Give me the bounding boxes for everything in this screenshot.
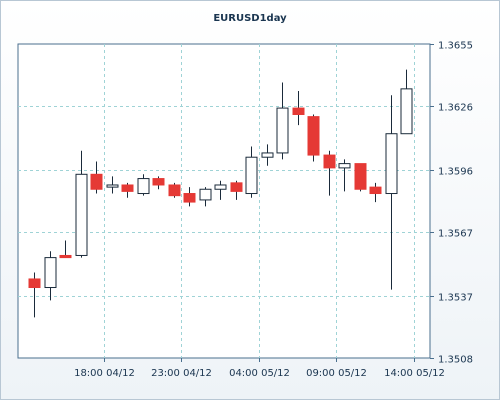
candle-body-up [261, 152, 274, 158]
y-tick-label: 1.3537 [438, 293, 473, 304]
y-tick-label: 1.3655 [438, 41, 473, 52]
x-tick-label: 14:00 05/12 [384, 368, 445, 379]
x-tick-label: 04:00 05/12 [229, 368, 290, 379]
candle-body-up [245, 156, 258, 195]
x-tick-label: 18:00 04/12 [74, 368, 135, 379]
candle-body-up [199, 188, 212, 201]
candle-body-down [230, 182, 243, 192]
candle-body-up [106, 184, 119, 188]
candle-body-down [152, 178, 165, 186]
x-tick-label: 23:00 04/12 [151, 368, 212, 379]
candle-body-up [338, 163, 351, 169]
candle-body-down [59, 254, 72, 259]
candle-body-down [90, 173, 103, 190]
axes: 1.3508 1.3537 1.3567 1.3596 1.3626 1.3655 18:0… [74, 41, 473, 380]
y-tick-label: 1.3508 [438, 355, 473, 366]
candle-body-down [292, 107, 305, 115]
chart-title: EURUSD1day [213, 13, 287, 24]
candle-body-down [354, 163, 367, 190]
candle-body-down [369, 186, 382, 195]
candle-body-down [323, 154, 336, 169]
y-tick-label: 1.3596 [438, 167, 473, 178]
candle-body-up [137, 178, 150, 195]
y-tick-label: 1.3567 [438, 229, 473, 240]
candle-body-down [183, 193, 196, 203]
candle-body-up [214, 184, 227, 190]
candle-body-up [276, 107, 289, 154]
x-tick-label: 09:00 05/12 [306, 368, 367, 379]
candle-body-up [385, 133, 398, 195]
candle-body-up [44, 257, 57, 289]
candle-body-up [75, 173, 88, 256]
candle-body-down [307, 116, 320, 156]
candle-body-down [121, 184, 134, 192]
candle-body-up [400, 88, 413, 135]
y-tick-label: 1.3626 [438, 103, 473, 114]
candle-body-down [28, 278, 41, 289]
candles [28, 69, 413, 318]
candle-body-down [168, 184, 181, 197]
